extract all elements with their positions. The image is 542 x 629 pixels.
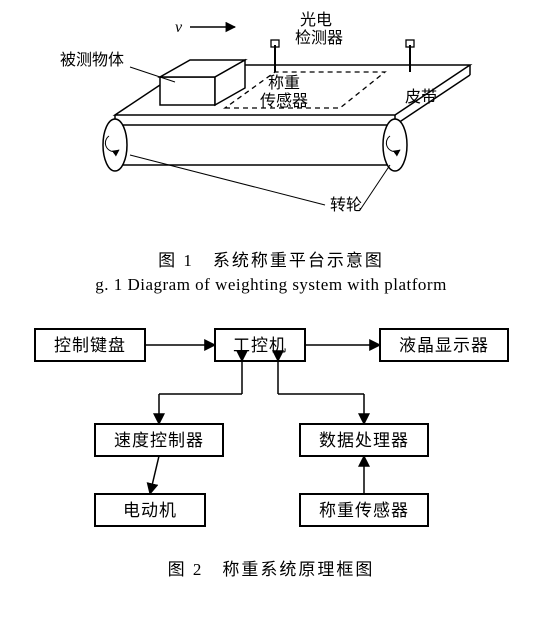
object-label: 被测物体	[60, 51, 124, 69]
block-label-speedctrl: 速度控制器	[114, 431, 204, 450]
figure1-caption-en: g. 1 Diagram of weighting system with pl…	[0, 275, 542, 295]
photo-detector-label-l2: 检测器	[295, 29, 343, 47]
weigh-sensor-label-l1: 称重	[268, 74, 300, 92]
block-label-lcd: 液晶显示器	[399, 336, 489, 355]
wheel-label: 转轮	[330, 196, 362, 214]
measured-object	[160, 60, 245, 105]
figure1-caption: 图 1 系统称重平台示意图 g. 1 Diagram of weighting …	[0, 246, 542, 295]
photo-detector-label-l1: 光电	[300, 11, 332, 29]
block-label-ipc: 工控机	[233, 336, 287, 355]
figure2-svg: 控制键盘 工控机 液晶显示器速度控制器 数据处理器电动机 称重传感器	[0, 299, 542, 549]
figure1-caption-cn: 图 1 系统称重平台示意图	[0, 246, 542, 271]
figure1-box: v 被测物体 光电 检测器 称重 传感器 皮带 转轮 图 1 系统称重平台示意图…	[0, 10, 542, 295]
block-label-dataproc: 数据处理器	[319, 431, 409, 450]
belt-label: 皮带	[405, 88, 437, 106]
figure1-svg: v 被测物体 光电 检测器 称重 传感器 皮带 转轮	[0, 10, 542, 240]
block-label-motor: 电动机	[123, 501, 177, 520]
figure2-caption-cn: 图 2 称重系统原理框图	[0, 555, 542, 580]
block-label-keyboard: 控制键盘	[54, 336, 126, 355]
figure2-caption: 图 2 称重系统原理框图	[0, 555, 542, 580]
figure2-box: 控制键盘 工控机 液晶显示器速度控制器 数据处理器电动机 称重传感器 图 2 称重系统原…	[0, 299, 542, 580]
velocity-label: v	[175, 19, 183, 36]
weigh-sensor-label-l2: 传感器	[260, 92, 308, 110]
block-label-wsensor: 称重传感器	[319, 501, 409, 520]
